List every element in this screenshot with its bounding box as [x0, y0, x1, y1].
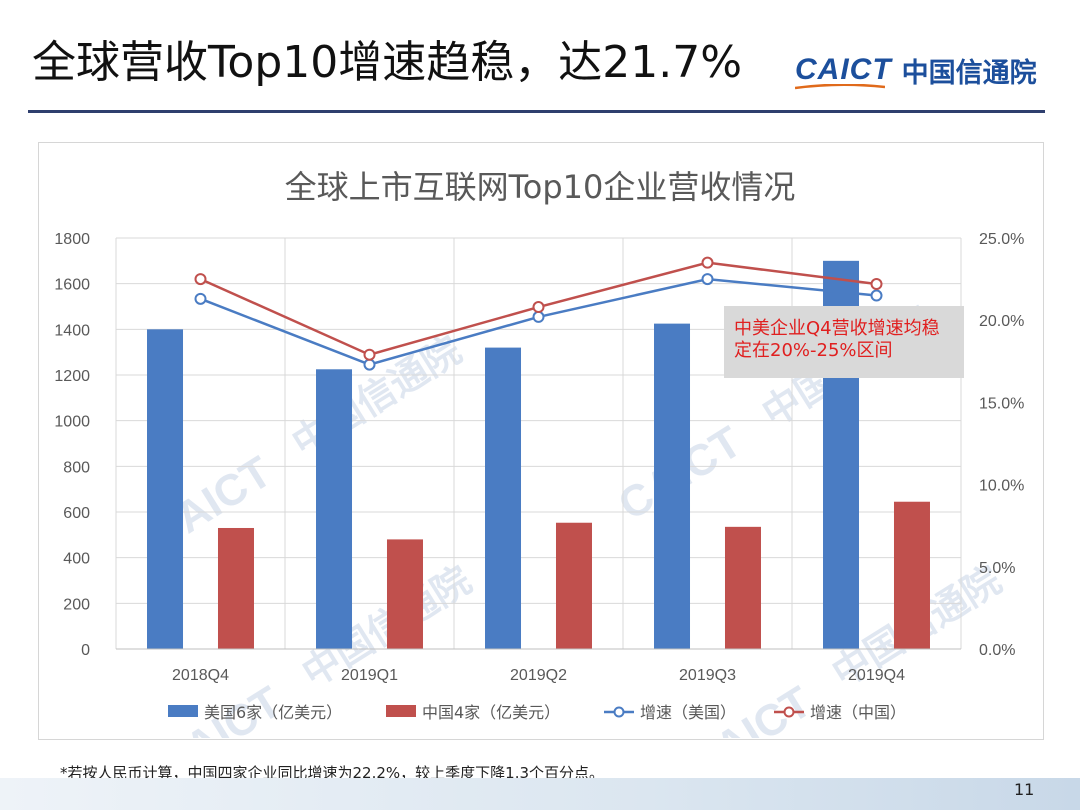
- logo-cn-text: 中国信通院: [901, 57, 1037, 89]
- axis-layer: 0 200 400 600 800 1000 1200 1400 1600 1800 0.0% 5.0…: [54, 231, 1024, 684]
- page-number: 11: [1014, 780, 1035, 799]
- chart-frame: [38, 142, 1044, 740]
- revenue-chart: CAICT中国信通院CAICT中国信通院CAICT中国信通院CAICT中国信通院…: [54, 168, 1024, 738]
- point-cn-2019Q4: [870, 278, 883, 291]
- y-left-tick-label: 0: [81, 642, 90, 659]
- y-right-tick-label: 25.0%: [979, 231, 1024, 248]
- point-us-2018Q4: [194, 292, 207, 305]
- point-us-2019Q4: [870, 289, 883, 302]
- y-right-tick-label: 20.0%: [979, 313, 1024, 330]
- point-us-2019Q2: [532, 310, 545, 323]
- x-tick-label: 2019Q2: [510, 667, 567, 684]
- bar-cn-2019Q1: [386, 539, 423, 649]
- legend-item-0: 美国6家（亿美元）: [168, 703, 342, 722]
- title-divider: [28, 110, 1045, 113]
- bar-us-2019Q2: [485, 347, 522, 649]
- y-left-tick-label: 800: [63, 459, 90, 476]
- chart-title: 全球上市互联网Top10企业营收情况: [285, 168, 796, 206]
- legend-swatch: [168, 705, 198, 717]
- point-us-2019Q3: [701, 273, 714, 286]
- legend-label: 美国6家（亿美元）: [204, 703, 342, 722]
- legend-label: 中国4家（亿美元）: [422, 703, 560, 722]
- x-tick-label: 2019Q1: [341, 667, 398, 684]
- point-cn-2019Q2: [532, 301, 545, 314]
- bar-cn-2019Q2: [555, 522, 592, 649]
- bottom-band: [0, 778, 1080, 810]
- point-cn-2019Q1: [363, 348, 376, 361]
- bar-cn-2019Q3: [724, 526, 761, 649]
- callout-box: 中美企业Q4营收增速均稳定在20%-25%区间: [724, 306, 964, 378]
- bar-us-2018Q4: [147, 329, 184, 649]
- y-right-tick-label: 5.0%: [979, 560, 1015, 577]
- point-cn-2019Q3: [701, 256, 714, 269]
- y-left-tick-label: 200: [63, 596, 90, 613]
- y-right-tick-label: 0.0%: [979, 642, 1015, 659]
- legend-label: 增速（美国）: [640, 703, 736, 722]
- line-layer: [194, 256, 883, 371]
- y-left-tick-label: 1000: [54, 414, 90, 431]
- bar-us-2019Q3: [654, 323, 691, 649]
- legend-layer: 美国6家（亿美元） 中国4家（亿美元） 增速（美国） 增速（中国）: [168, 703, 906, 722]
- legend-swatch: [386, 705, 416, 717]
- logo-latin-text: CAICT: [795, 53, 892, 86]
- logo-swoosh-icon: [795, 84, 885, 90]
- y-left-tick-label: 600: [63, 505, 90, 522]
- y-left-tick-label: 1400: [54, 322, 90, 339]
- legend-item-3: 增速（中国）: [774, 703, 906, 722]
- y-left-tick-label: 1800: [54, 231, 90, 248]
- legend-marker: [613, 706, 625, 718]
- legend-item-2: 增速（美国）: [604, 703, 736, 722]
- y-left-tick-label: 1200: [54, 368, 90, 385]
- legend-label: 增速（中国）: [810, 703, 906, 722]
- x-tick-label: 2019Q4: [848, 667, 905, 684]
- legend-item-1: 中国4家（亿美元）: [386, 703, 560, 722]
- y-left-tick-label: 400: [63, 551, 90, 568]
- caict-logo: CAICT 中国信通院: [795, 52, 1037, 90]
- y-right-tick-label: 10.0%: [979, 478, 1024, 495]
- x-tick-label: 2018Q4: [172, 667, 229, 684]
- point-us-2019Q1: [363, 358, 376, 371]
- watermark-cn: 中国信通院: [284, 328, 468, 466]
- y-right-tick-label: 15.0%: [979, 395, 1024, 412]
- bar-layer: [147, 260, 930, 649]
- footnote: *若按人民币计算，中国四家企业同比增速为22.2%，较上季度下降1.3个百分点。: [60, 764, 605, 782]
- y-left-tick-label: 1600: [54, 277, 90, 294]
- legend-marker: [783, 706, 795, 718]
- point-cn-2018Q4: [194, 273, 207, 286]
- bar-cn-2018Q4: [217, 527, 254, 649]
- bar-us-2019Q1: [316, 369, 353, 649]
- bar-cn-2019Q4: [893, 501, 930, 649]
- slide-title: 全球营收Top10增速趋稳，达21.7%: [32, 37, 743, 88]
- x-tick-label: 2019Q3: [679, 667, 736, 684]
